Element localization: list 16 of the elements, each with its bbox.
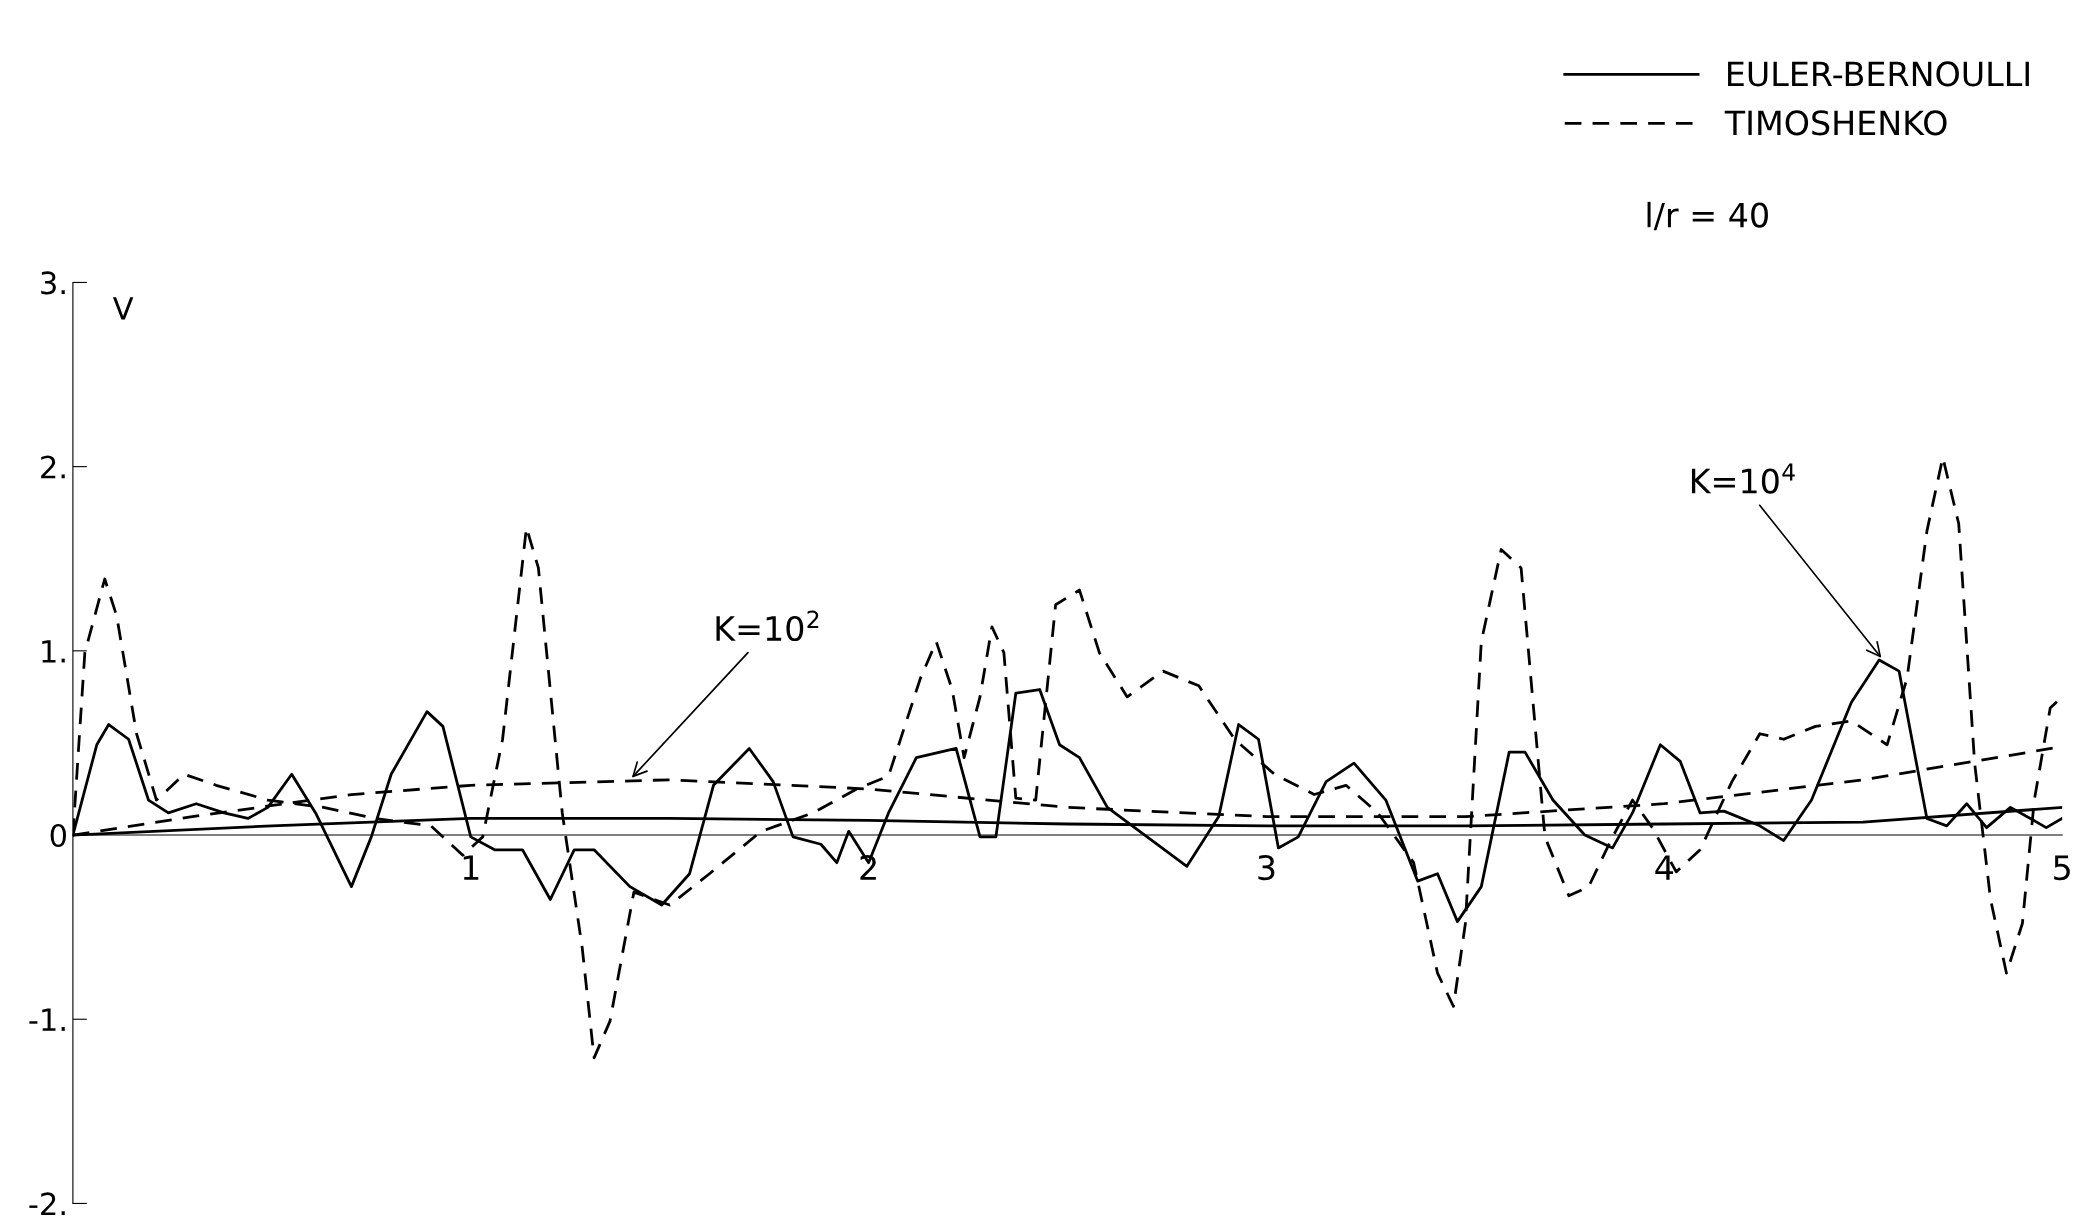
y-axis-title: V bbox=[112, 297, 134, 320]
x-tick-label: 3 bbox=[1258, 855, 1275, 881]
y-tick-label: 2. bbox=[41, 455, 65, 479]
legend-label: TIMOSHENKO bbox=[1724, 110, 1947, 136]
x-tick-label: 1 bbox=[463, 855, 479, 880]
x-tick-label: 5 bbox=[2054, 855, 2070, 881]
y-tick-label: 1. bbox=[42, 640, 65, 663]
text: l/r = 40 bbox=[1647, 201, 1768, 231]
y-tick-label: 0 bbox=[50, 823, 67, 848]
y-tick-label: -2. bbox=[29, 1192, 65, 1216]
legend-label: EULER-BERNOULLI bbox=[1728, 61, 2029, 87]
x-tick-label: 4 bbox=[1655, 855, 1674, 880]
annotation: K=10$^{4}$ bbox=[1691, 463, 1795, 494]
y-tick-label: -1. bbox=[29, 1008, 65, 1031]
y-tick-label: 3. bbox=[41, 271, 65, 295]
annotation: K=10$^{2}$ bbox=[716, 610, 819, 642]
